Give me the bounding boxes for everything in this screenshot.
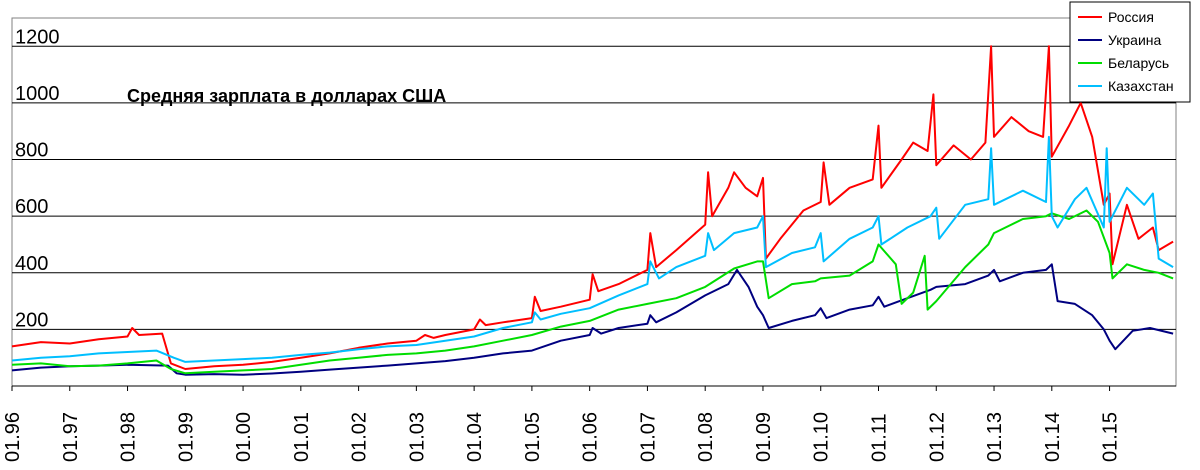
x-tick-label: 01.96 [2,412,24,462]
x-tick-label: 01.11 [869,413,891,462]
series-lines [11,45,1174,376]
x-tick-label: 01.00 [233,412,255,462]
y-tick-label: 200 [15,309,48,331]
series-line-1 [11,45,1174,370]
series-line-3 [11,209,1174,375]
y-tick-label: 600 [15,196,48,218]
legend-label: Беларусь [1108,55,1169,71]
x-tick-label: 01.15 [1100,412,1122,462]
series-line-4 [11,135,1174,363]
x-tick-label: 01.08 [695,412,717,462]
legend: Россия Украина Беларусь Казахстан [1069,1,1191,103]
y-axis-ticks: 200 400 600 800 1000 1200 [15,26,60,331]
x-tick-label: 01.14 [1042,412,1064,462]
x-tick-label: 01.03 [406,412,428,462]
x-tick-label: 01.10 [811,412,833,462]
x-tick-label: 01.99 [175,412,197,462]
x-axis-ticks: 01.96 01.97 01.98 01.99 01.00 01.01 01.02 01.03… [2,386,1122,462]
x-tick-label: 01.09 [753,412,775,462]
x-tick-label: 01.01 [291,412,313,462]
x-tick-label: 01.06 [580,412,602,462]
grid-lines [11,17,1177,387]
legend-label: Украина [1108,32,1162,48]
x-tick-label: 01.13 [984,412,1006,462]
y-tick-label: 1000 [15,83,60,105]
legend-label: Россия [1108,9,1154,25]
y-tick-label: 400 [15,253,48,275]
x-tick-label: 01.02 [349,412,371,462]
chart-title: Средняя зарплата в долларах США [127,86,446,106]
x-tick-label: 01.12 [926,412,948,462]
x-tick-label: 01.98 [118,412,140,462]
x-tick-label: 01.07 [637,412,659,462]
x-tick-label: 01.04 [464,412,486,462]
x-tick-label: 01.05 [522,412,544,462]
series-line-2 [11,263,1174,376]
y-tick-label: 1200 [15,26,60,48]
x-tick-label: 01.97 [60,412,82,462]
y-tick-label: 800 [15,140,48,162]
legend-label: Казахстан [1108,78,1174,94]
